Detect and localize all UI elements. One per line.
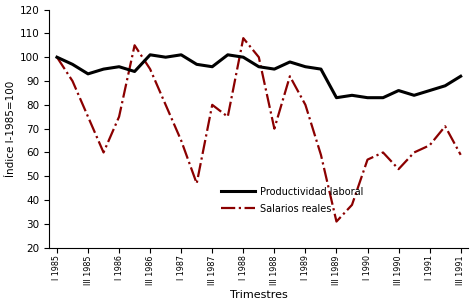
Productividad laboral <box>54 55 60 59</box>
Productividad laboral <box>349 93 355 97</box>
Productividad laboral <box>225 53 231 57</box>
Salarios reales <box>70 79 75 83</box>
Productividad laboral <box>442 84 448 88</box>
Salarios reales <box>427 144 432 147</box>
Salarios reales <box>194 181 200 185</box>
Salarios reales <box>302 103 308 107</box>
Salarios reales <box>272 127 277 130</box>
Productividad laboral <box>272 67 277 71</box>
Salarios reales <box>380 151 386 154</box>
Salarios reales <box>85 115 91 119</box>
Salarios reales <box>116 115 122 119</box>
Productividad laboral <box>100 67 106 71</box>
Salarios reales <box>411 151 417 154</box>
Productividad laboral <box>85 72 91 76</box>
Y-axis label: Índice I-1985=100: Índice I-1985=100 <box>6 80 16 177</box>
Productividad laboral <box>318 67 324 71</box>
Productividad laboral <box>163 55 168 59</box>
Productividad laboral <box>116 65 122 69</box>
Salarios reales <box>287 74 293 78</box>
Salarios reales <box>178 139 184 142</box>
Salarios reales <box>225 115 231 119</box>
Salarios reales <box>132 43 137 47</box>
Productividad laboral <box>210 65 215 69</box>
Productividad laboral <box>194 62 200 66</box>
Productividad laboral <box>178 53 184 57</box>
Salarios reales <box>334 220 339 223</box>
Productividad laboral <box>427 89 432 92</box>
Legend: Productividad laboral, Salarios reales: Productividad laboral, Salarios reales <box>221 187 364 214</box>
Productividad laboral <box>132 70 137 73</box>
Line: Productividad laboral: Productividad laboral <box>57 55 461 98</box>
Salarios reales <box>147 67 153 71</box>
Productividad laboral <box>70 62 75 66</box>
Productividad laboral <box>302 65 308 69</box>
Salarios reales <box>442 125 448 128</box>
Productividad laboral <box>287 60 293 64</box>
Productividad laboral <box>147 53 153 57</box>
Salarios reales <box>256 55 262 59</box>
Salarios reales <box>349 203 355 207</box>
Line: Salarios reales: Salarios reales <box>57 38 461 222</box>
Salarios reales <box>365 158 370 162</box>
Productividad laboral <box>256 65 262 69</box>
Salarios reales <box>100 151 106 154</box>
Salarios reales <box>240 36 246 40</box>
Salarios reales <box>318 153 324 157</box>
Productividad laboral <box>458 74 464 78</box>
Salarios reales <box>54 55 60 59</box>
Salarios reales <box>458 153 464 157</box>
Salarios reales <box>210 103 215 107</box>
Salarios reales <box>396 167 401 171</box>
Productividad laboral <box>411 93 417 97</box>
Productividad laboral <box>396 89 401 92</box>
Salarios reales <box>163 103 168 107</box>
Productividad laboral <box>334 96 339 99</box>
Productividad laboral <box>240 55 246 59</box>
Productividad laboral <box>380 96 386 99</box>
X-axis label: Trimestres: Trimestres <box>230 290 288 300</box>
Productividad laboral <box>365 96 370 99</box>
